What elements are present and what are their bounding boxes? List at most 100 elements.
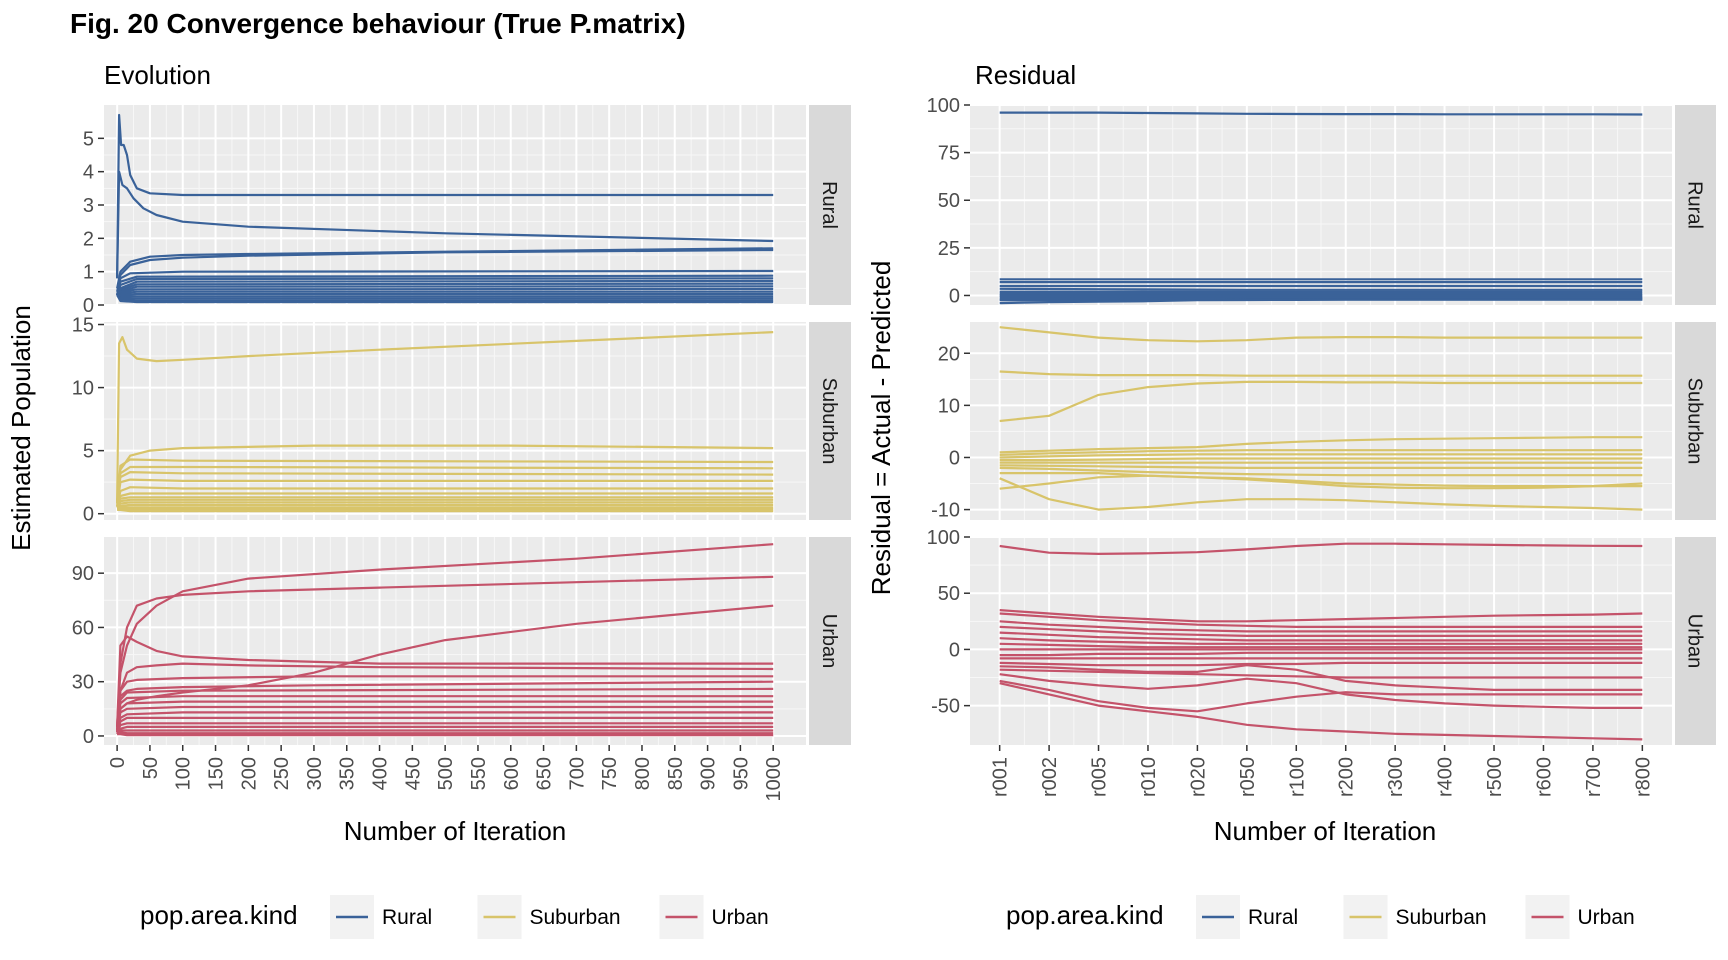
series-line-urban	[116, 675, 774, 731]
series-line-suburban	[116, 444, 774, 504]
y-tick-label: 1	[83, 262, 94, 284]
y-tick-label: 0	[949, 639, 960, 661]
x-tick-label: 500	[435, 757, 457, 790]
series-line-suburban	[999, 457, 1643, 462]
legend-title: pop.area.kind	[1006, 900, 1164, 930]
y-axis-label: Estimated Population	[6, 305, 36, 551]
series-line-suburban	[999, 466, 1643, 477]
panel-background	[104, 537, 806, 745]
x-tick-label: 200	[238, 757, 260, 790]
facet-strip-label: Rural	[818, 181, 840, 229]
series-line-urban	[999, 661, 1643, 667]
x-tick-label: 600	[501, 757, 523, 790]
y-tick-label: 2	[83, 228, 94, 250]
series-line-suburban	[116, 503, 774, 509]
series-line-rural	[999, 287, 1643, 291]
facet-strip-label: Urban	[818, 614, 840, 668]
x-tick-label: r002	[1039, 757, 1061, 797]
y-tick-label: 0	[83, 726, 94, 748]
series-line-suburban	[116, 501, 774, 509]
y-tick-label: 30	[72, 672, 94, 694]
facet-panel-urban: -50 0 50 100 Urban	[927, 527, 1716, 745]
x-tick-label: 1000	[763, 757, 785, 802]
x-tick-label: 750	[599, 757, 621, 790]
y-tick-label: 10	[938, 395, 960, 417]
x-tick-label: r100	[1286, 757, 1308, 797]
panel-background	[104, 322, 806, 520]
series-line-urban	[116, 680, 774, 731]
series-line-rural	[117, 292, 774, 297]
series-line-urban	[999, 637, 1643, 645]
x-tick-label: r200	[1336, 757, 1358, 797]
legend-label: Suburban	[530, 906, 621, 929]
series-line-suburban	[999, 477, 1643, 511]
y-tick-label: 60	[72, 617, 94, 639]
facet-strip-label: Suburban	[1684, 378, 1706, 465]
series-line-rural	[116, 294, 774, 304]
series-line-urban	[999, 664, 1643, 692]
y-tick-label: 20	[938, 343, 960, 365]
series-line-suburban	[999, 472, 1643, 488]
series-line-urban	[999, 542, 1643, 556]
series-line-suburban	[116, 331, 774, 502]
x-tick-label: r005	[1089, 757, 1111, 797]
x-tick-label: r020	[1187, 757, 1209, 797]
x-tick-label: r800	[1632, 757, 1654, 797]
series-line-suburban	[999, 453, 1643, 459]
series-line-rural	[999, 296, 1643, 301]
x-tick-label: 450	[402, 757, 424, 790]
x-tick-label: 0	[107, 757, 129, 768]
facet-panel-suburban: 0 5 10 15 Suburban	[72, 315, 851, 526]
x-tick-label: 700	[566, 757, 588, 790]
series-line-rural	[999, 111, 1643, 116]
y-tick-label: 100	[927, 95, 960, 117]
series-line-suburban	[117, 508, 774, 513]
series-line-suburban	[999, 370, 1643, 377]
facet-strip-label: Urban	[1684, 614, 1706, 668]
x-tick-label: 550	[468, 757, 490, 790]
legend-label: Suburban	[1396, 906, 1487, 929]
x-tick-label: 850	[665, 757, 687, 790]
series-line-suburban	[116, 478, 774, 507]
legend-label: Rural	[1248, 906, 1298, 929]
facet-strip	[809, 537, 851, 745]
series-line-suburban	[999, 464, 1643, 469]
series-line-urban	[116, 662, 774, 731]
y-tick-label: 5	[83, 441, 94, 463]
facet-panel-suburban: -10 0 10 20 Suburban	[931, 322, 1716, 522]
x-tick-label: 150	[206, 757, 228, 790]
chart-evolution: Evolution Estimated Population Number of I…	[6, 60, 851, 939]
x-tick-label: r600	[1533, 757, 1555, 797]
legend-label: Rural	[382, 906, 432, 929]
series-line-suburban	[999, 474, 1643, 490]
series-line-suburban	[999, 326, 1643, 343]
y-tick-label: 10	[72, 378, 94, 400]
y-axis-label: Residual = Actual - Predicted	[866, 261, 896, 596]
x-tick-label: r500	[1484, 757, 1506, 797]
x-tick-label: 350	[337, 757, 359, 790]
y-tick-label: 5	[83, 128, 94, 150]
y-tick-label: -50	[931, 696, 960, 718]
series-line-urban	[999, 609, 1643, 623]
facet-strip	[1675, 105, 1716, 305]
y-tick-label: 4	[83, 162, 94, 184]
x-tick-label: 100	[173, 757, 195, 790]
facet-strip	[1675, 537, 1716, 745]
series-line-urban	[999, 612, 1643, 629]
series-line-urban	[999, 625, 1643, 638]
panel-title: Residual	[975, 60, 1076, 90]
series-line-urban	[999, 668, 1643, 679]
series-line-suburban	[999, 436, 1643, 454]
y-tick-label: 90	[72, 563, 94, 585]
facet-strip	[1675, 322, 1716, 520]
x-tick-label: 800	[632, 757, 654, 790]
series-line-urban	[999, 679, 1643, 713]
figure-title: Fig. 20 Convergence behaviour (True P.ma…	[70, 8, 686, 39]
series-line-suburban	[999, 449, 1643, 456]
series-line-urban	[999, 631, 1643, 642]
series-line-urban	[117, 732, 774, 737]
x-tick-label: 50	[140, 757, 162, 779]
y-tick-label: 0	[949, 285, 960, 307]
x-tick-label: r010	[1138, 757, 1160, 797]
facet-strip	[809, 105, 851, 305]
